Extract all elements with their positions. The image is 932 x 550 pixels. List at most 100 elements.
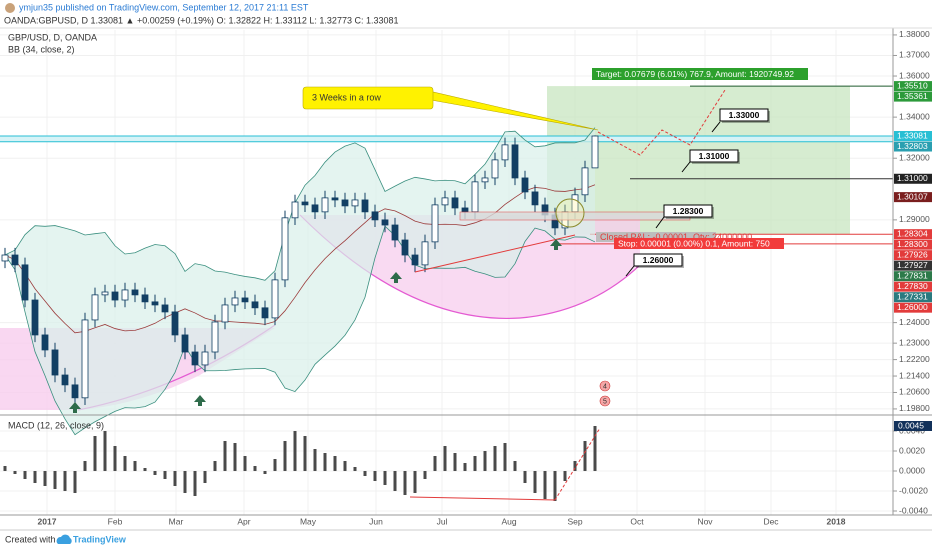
macd-bar <box>383 471 387 485</box>
macd-bar <box>13 471 17 474</box>
x-tick-label: Apr <box>237 516 250 526</box>
price-tag <box>894 260 932 271</box>
callout-box <box>689 149 739 163</box>
macd-bar <box>523 471 527 483</box>
callout-tail <box>625 265 635 277</box>
avatar <box>5 3 15 13</box>
macd-last-label: 0.0045 <box>898 420 924 430</box>
note-text: 3 Weeks in a row <box>312 92 381 102</box>
macd-bar <box>533 471 537 493</box>
stop-box <box>614 238 784 249</box>
brand-logo <box>56 534 72 544</box>
callout-text: 1.31000 <box>699 151 730 161</box>
price-tag-label: 1.27927 <box>897 260 928 270</box>
candle-body <box>591 135 599 169</box>
price-tag-label: 1.33081 <box>897 130 928 140</box>
candle-body <box>501 144 509 161</box>
price-tag-label: 1.27830 <box>897 281 928 291</box>
candle-body <box>191 351 199 366</box>
candle-body <box>261 307 269 319</box>
candle-body <box>181 334 189 353</box>
candle-body <box>31 299 39 336</box>
indicator-title: BB (34, close, 2) <box>8 44 75 54</box>
macd-bar <box>353 467 357 471</box>
candle-body <box>11 254 19 266</box>
candle-body <box>61 374 69 386</box>
macd-bar <box>43 471 47 486</box>
candle-body <box>461 207 469 213</box>
macd-trend <box>554 427 601 501</box>
bb-lower <box>4 225 596 436</box>
price-tag-label: 1.31000 <box>897 173 928 183</box>
candle-body <box>421 241 429 266</box>
candle-body <box>221 304 229 323</box>
candle-body <box>71 384 79 399</box>
symbol-line: OANDA:GBPUSD, D 1.33081 ▲ +0.00259 (+0.1… <box>4 15 399 25</box>
macd-bar <box>203 471 207 483</box>
x-tick-label: Oct <box>630 516 644 526</box>
price-tag <box>894 239 932 250</box>
macd-bar <box>123 456 127 471</box>
macd-bar <box>233 443 237 471</box>
candle-body <box>341 199 349 207</box>
candle-body <box>41 334 49 351</box>
macd-bar <box>33 471 37 483</box>
macd-bar <box>73 471 77 493</box>
macd-bar <box>483 451 487 471</box>
candle-body <box>1 254 9 262</box>
x-tick-label: Jul <box>437 516 448 526</box>
candle-body <box>311 204 319 213</box>
macd-bar <box>433 456 437 471</box>
macd-bar <box>83 461 87 471</box>
macd-last-tag <box>894 421 932 431</box>
macd-bar <box>113 446 117 471</box>
macd-divergence <box>409 496 556 501</box>
callout-box <box>633 253 683 267</box>
candle-body <box>51 349 59 376</box>
footer-created: Created with <box>5 534 56 544</box>
price-tag-label: 1.35510 <box>897 80 928 90</box>
plot-layer <box>0 85 893 501</box>
target-box <box>592 68 808 80</box>
price-tag <box>894 81 932 92</box>
x-tick-label: Jun <box>369 516 383 526</box>
candle-body <box>211 321 219 353</box>
price-tag-label: 1.28304 <box>897 228 928 238</box>
macd-bar <box>93 436 97 471</box>
candle-body <box>411 254 419 266</box>
x-tick-label: Dec <box>763 516 779 526</box>
candle-body <box>321 197 329 213</box>
macd-bar <box>243 456 247 471</box>
price-tag-label: 1.35361 <box>897 91 928 101</box>
candle-body <box>331 197 339 201</box>
projection-arrow <box>597 89 726 156</box>
callout-box <box>663 204 713 218</box>
price-tag <box>894 250 932 261</box>
candle-body <box>101 291 109 296</box>
candle-body <box>81 319 89 399</box>
candle-body <box>361 199 369 213</box>
macd-bar <box>63 471 67 491</box>
price-tag-label: 1.27331 <box>897 291 928 301</box>
candle-body <box>481 177 489 183</box>
price-tag-label: 1.32803 <box>897 141 928 151</box>
macd-bar <box>213 461 217 471</box>
candle-body <box>111 291 119 301</box>
macd-bar <box>303 436 307 471</box>
macd-bar <box>313 449 317 471</box>
bb-basis <box>4 184 596 334</box>
macd-bar <box>503 443 507 471</box>
closed-text: Closed P&L: -0.00001, Qty: 24000000 <box>600 232 752 242</box>
highlight-circle <box>555 198 585 228</box>
x-tick-label: Feb <box>108 516 123 526</box>
candle-body <box>371 211 379 221</box>
macd-bar <box>463 463 467 471</box>
candle-body <box>201 351 209 366</box>
y-tick-label: 1.38000 <box>899 29 930 39</box>
callout: 1.33000 1.31000 1.28300 1.26000 <box>625 108 770 277</box>
candle-body <box>291 201 299 219</box>
chart-title: GBP/USD, D, OANDA <box>8 32 97 42</box>
callout-box <box>719 108 769 122</box>
macd-bar <box>443 446 447 471</box>
macd-bar <box>223 441 227 471</box>
